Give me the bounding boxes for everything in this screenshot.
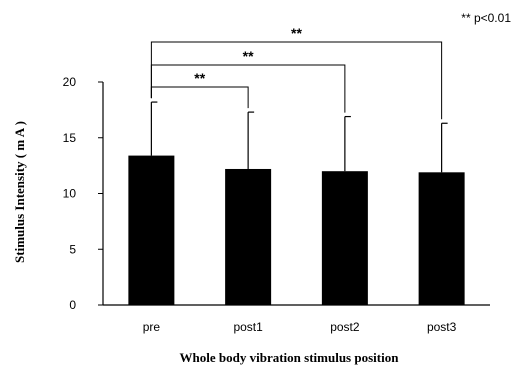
significance-label-post3: ** [291, 25, 302, 41]
bar-post2 [321, 171, 368, 305]
y-tick-label: 0 [69, 298, 76, 312]
y-axis-title: Stimulus Intensity ( m A ) [12, 121, 27, 263]
y-ticks: 0 5 10 15 20 [63, 75, 103, 312]
x-axis-title: Whole body vibration stimulus position [180, 350, 400, 365]
bar-pre [128, 155, 175, 305]
y-tick-label: 15 [63, 131, 77, 145]
significance-label-post1: ** [194, 70, 205, 86]
significance-brackets: ** ** ** [150, 25, 443, 120]
significance-bracket-post3 [150, 41, 443, 120]
y-tick-label: 5 [69, 242, 76, 256]
x-tick-labels: pre post1 post2 post3 [143, 320, 457, 334]
significance-bracket-post1 [150, 86, 249, 109]
x-tick-label-post3: post3 [427, 320, 457, 334]
x-tick-label-post2: post2 [330, 320, 360, 334]
bar-post3 [418, 172, 465, 305]
significance-label-post2: ** [243, 48, 254, 64]
y-tick-label: 10 [63, 187, 77, 201]
error-bars [150, 101, 448, 173]
y-tick-label: 20 [63, 75, 77, 89]
bars [128, 155, 465, 305]
x-tick-label-post1: post1 [233, 320, 263, 334]
significance-note: ** p<0.01 [461, 11, 511, 25]
bar-post1 [225, 168, 272, 305]
x-tick-label-pre: pre [143, 320, 161, 334]
